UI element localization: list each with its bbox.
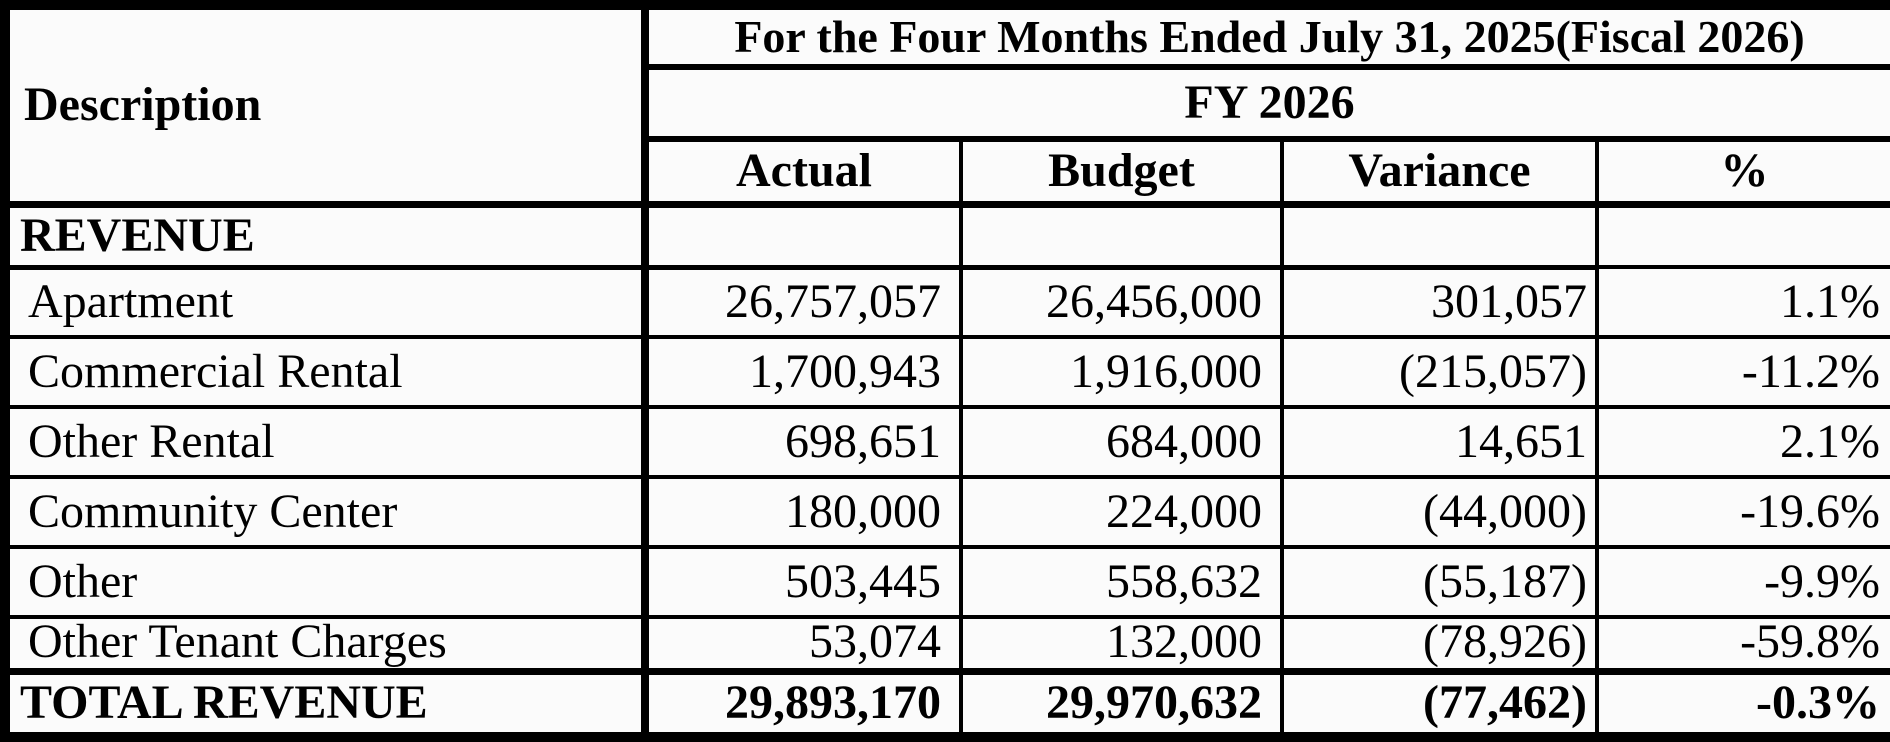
total-actual-cell: 29,893,170 bbox=[643, 667, 963, 739]
header-row-fiscal-year: FY 2026 bbox=[5, 65, 1890, 143]
row-label: Apartment bbox=[3, 265, 649, 340]
row-label: Other Rental bbox=[3, 405, 649, 480]
percent-cell: 2.1% bbox=[1594, 405, 1890, 480]
empty-cell bbox=[1280, 202, 1599, 270]
variance-cell: (215,057) bbox=[1280, 335, 1599, 410]
empty-cell bbox=[959, 202, 1284, 270]
variance-cell: (78,926) bbox=[1280, 614, 1599, 674]
variance-cell: (44,000) bbox=[1280, 475, 1599, 550]
table-row-apartment: Apartment 26,757,057 26,456,000 301,057 … bbox=[3, 265, 1890, 340]
section-label-revenue: REVENUE bbox=[3, 202, 649, 270]
variance-cell: (55,187) bbox=[1280, 545, 1599, 619]
percent-cell: -19.6% bbox=[1594, 475, 1890, 550]
row-label: Commercial Rental bbox=[3, 335, 649, 410]
table-row-community-center: Community Center 180,000 224,000 (44,000… bbox=[3, 475, 1890, 550]
section-row-revenue: REVENUE bbox=[3, 202, 1890, 270]
variance-cell: 301,057 bbox=[1280, 265, 1599, 340]
total-percent-cell: -0.3% bbox=[1594, 667, 1890, 739]
actual-cell: 698,651 bbox=[643, 405, 963, 480]
budget-cell: 26,456,000 bbox=[959, 265, 1284, 340]
total-budget-cell: 29,970,632 bbox=[959, 667, 1284, 739]
percent-cell: 1.1% bbox=[1594, 265, 1890, 340]
actual-cell: 53,074 bbox=[643, 614, 963, 674]
row-label: Community Center bbox=[3, 475, 649, 550]
column-header-actual: Actual bbox=[641, 137, 963, 209]
empty-cell bbox=[1594, 202, 1890, 270]
header-row-columns: Actual Budget Variance % bbox=[5, 137, 1890, 209]
variance-cell: 14,651 bbox=[1280, 405, 1599, 480]
table-row-total-revenue: TOTAL REVENUE 29,893,170 29,970,632 (77,… bbox=[3, 667, 1890, 739]
budget-cell: 132,000 bbox=[959, 614, 1284, 674]
row-label: Other Tenant Charges bbox=[3, 614, 649, 674]
empty-cell bbox=[643, 202, 963, 270]
table-row-other-tenant-charges: Other Tenant Charges 53,074 132,000 (78,… bbox=[3, 614, 1890, 674]
percent-cell: -11.2% bbox=[1594, 335, 1890, 410]
percent-cell: -9.9% bbox=[1594, 545, 1890, 619]
description-column-header: Description bbox=[3, 3, 649, 209]
actual-cell: 26,757,057 bbox=[643, 265, 963, 340]
header-row-period: Description For the Four Months Ended Ju… bbox=[3, 2, 1890, 209]
budget-cell: 224,000 bbox=[959, 475, 1284, 550]
table-row-other-rental: Other Rental 698,651 684,000 14,651 2.1% bbox=[3, 405, 1890, 480]
column-header-budget: Budget bbox=[959, 137, 1284, 209]
fiscal-year-header: FY 2026 bbox=[642, 65, 1890, 143]
budget-cell: 558,632 bbox=[959, 545, 1284, 619]
table-row-other: Other 503,445 558,632 (55,187) -9.9% bbox=[3, 545, 1890, 619]
actual-cell: 1,700,943 bbox=[643, 335, 963, 410]
budget-cell: 684,000 bbox=[959, 405, 1284, 480]
row-label: Other bbox=[3, 545, 649, 619]
budget-cell: 1,916,000 bbox=[959, 335, 1284, 410]
percent-cell: -59.8% bbox=[1594, 614, 1890, 674]
actual-cell: 180,000 bbox=[643, 475, 963, 550]
actual-cell: 503,445 bbox=[643, 545, 963, 619]
column-header-percent: % bbox=[1594, 137, 1890, 209]
total-label: TOTAL REVENUE bbox=[3, 667, 649, 739]
table-row-commercial-rental: Commercial Rental 1,700,943 1,916,000 (2… bbox=[3, 335, 1890, 410]
period-title: For the Four Months Ended July 31, 2025(… bbox=[642, 2, 1890, 71]
total-variance-cell: (77,462) bbox=[1280, 667, 1599, 739]
column-header-variance: Variance bbox=[1280, 137, 1599, 209]
